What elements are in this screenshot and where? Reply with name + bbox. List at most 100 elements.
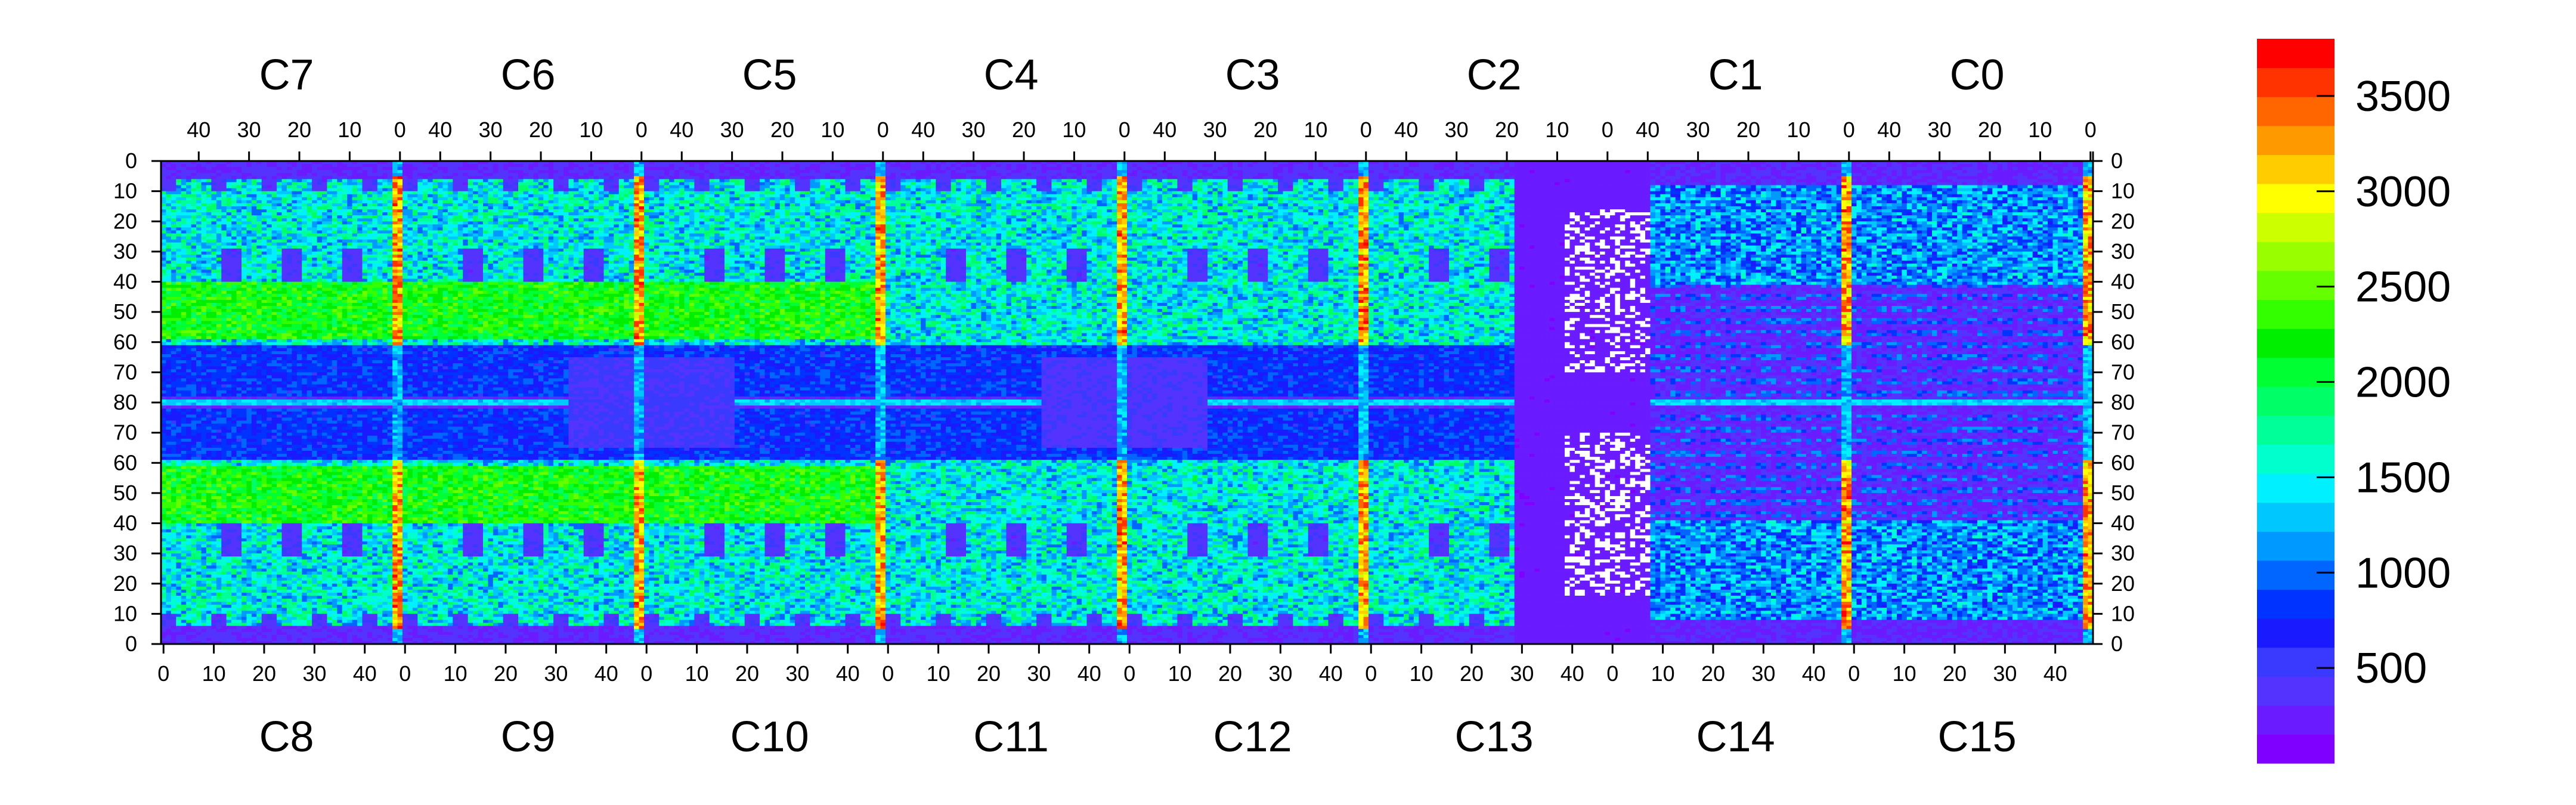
heatmap-cell (231, 330, 237, 334)
heatmap-cell (191, 170, 197, 174)
heatmap-cell (196, 369, 202, 373)
heatmap-cell (206, 638, 212, 642)
heatmap-cell (216, 278, 222, 282)
heatmap-cell (202, 203, 207, 207)
heatmap-cell (181, 626, 187, 630)
heatmap-cell (227, 191, 232, 195)
heatmap-cell (206, 173, 212, 177)
heatmap-cell (181, 312, 187, 315)
heatmap-cell (186, 405, 191, 409)
heatmap-cell (171, 366, 177, 370)
heatmap-cell (171, 620, 177, 624)
heatmap-cell (196, 496, 202, 500)
heatmap-cell (166, 400, 171, 403)
heatmap-cell (216, 611, 222, 614)
heatmap-cell (166, 270, 171, 273)
heatmap-cell (176, 478, 181, 482)
heatmap-cell (196, 297, 202, 301)
heatmap-cell (166, 514, 171, 518)
heatmap-cell (181, 288, 187, 292)
heatmap-cell (196, 363, 202, 367)
heatmap-cell (166, 267, 171, 270)
heatmap-cell (211, 475, 216, 479)
heatmap-cell (221, 466, 227, 469)
heatmap-cell (227, 411, 232, 415)
heatmap-cell (216, 524, 222, 527)
heatmap-cell (216, 502, 222, 506)
heatmap-cell (176, 342, 181, 346)
heatmap-cell (176, 327, 181, 330)
heatmap-cell (202, 170, 207, 174)
heatmap-cell (221, 394, 227, 397)
heatmap-cell (202, 481, 207, 485)
heatmap-cell (227, 417, 232, 421)
heatmap-cell (166, 366, 171, 370)
heatmap-cell (176, 306, 181, 309)
heatmap-cell (186, 234, 191, 237)
heatmap-cell (216, 200, 222, 204)
heatmap-cell (166, 255, 171, 258)
heatmap-cell (196, 264, 202, 267)
heatmap-cell (221, 270, 227, 273)
heatmap-cell (231, 275, 237, 279)
heatmap-cell (211, 312, 216, 315)
heatmap-cell (196, 527, 202, 530)
heatmap-cell (221, 541, 227, 545)
heatmap-cell (171, 282, 177, 286)
heatmap-cell (202, 372, 207, 376)
heatmap-cell (186, 493, 191, 497)
heatmap-cell (216, 197, 222, 201)
heatmap-cell (166, 517, 171, 521)
heatmap-cell (186, 614, 191, 617)
heatmap-cell (211, 402, 216, 406)
heatmap-cell (216, 411, 222, 415)
heatmap-cell (206, 466, 212, 469)
heatmap-cell (176, 258, 181, 261)
heatmap-cell (181, 360, 187, 364)
heatmap-cell (171, 382, 177, 385)
heatmap-cell (231, 423, 237, 427)
heatmap-cell (191, 333, 197, 337)
heatmap-cell (227, 327, 232, 330)
heatmap-cell (231, 285, 237, 289)
heatmap-cell (191, 185, 197, 189)
heatmap-cell (171, 599, 177, 602)
heatmap-cell (206, 170, 212, 174)
heatmap-cell (202, 360, 207, 364)
heatmap-cell (227, 294, 232, 298)
heatmap-cell (221, 608, 227, 611)
heatmap-cell (191, 405, 197, 409)
heatmap-cell (181, 351, 187, 355)
heatmap-cell (176, 427, 181, 431)
heatmap-cell (216, 372, 222, 376)
heatmap-cell (191, 532, 197, 536)
heatmap-cell (181, 170, 187, 174)
heatmap-cell (202, 218, 207, 222)
heatmap-cell (216, 433, 222, 436)
heatmap-cell (166, 379, 171, 382)
heatmap-cell (171, 179, 177, 182)
heatmap-cell (216, 221, 222, 225)
heatmap-cell (227, 179, 232, 182)
heatmap-cell (186, 433, 191, 436)
heatmap-cell (196, 524, 202, 527)
heatmap-cell (227, 379, 232, 382)
heatmap-cell (206, 300, 212, 304)
heatmap-cell (166, 584, 171, 587)
heatmap-cell (176, 312, 181, 315)
heatmap-cell (171, 596, 177, 599)
heatmap-cell (196, 463, 202, 466)
heatmap-cell (206, 206, 212, 210)
heatmap-cell (176, 278, 181, 282)
heatmap-cell (171, 436, 177, 439)
heatmap-cell (227, 632, 232, 636)
heatmap-cell (166, 336, 171, 340)
heatmap-cell (211, 511, 216, 515)
heatmap-cell (186, 451, 191, 454)
heatmap-cell (202, 484, 207, 488)
heatmap-cell (196, 255, 202, 258)
heatmap-cell (216, 436, 222, 439)
heatmap-cell (202, 315, 207, 318)
heatmap-cell (206, 478, 212, 482)
heatmap-cell (186, 572, 191, 575)
